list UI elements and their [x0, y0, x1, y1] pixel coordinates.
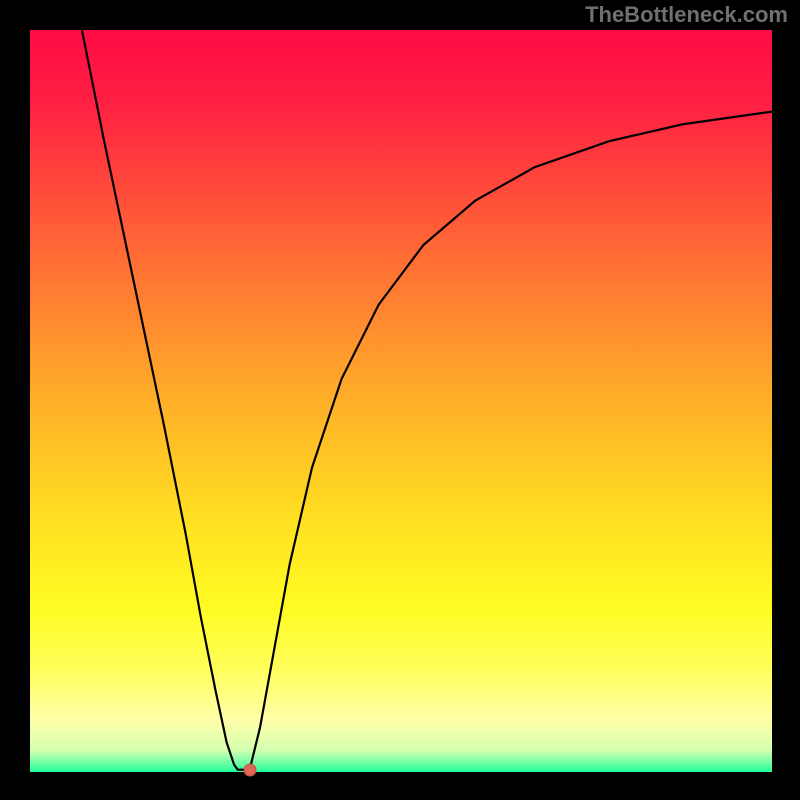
- optimum-marker: [243, 763, 256, 776]
- watermark-text: TheBottleneck.com: [585, 2, 788, 28]
- bottleneck-curve: [30, 30, 772, 772]
- plot-area: [30, 30, 772, 772]
- curve-path: [82, 30, 772, 770]
